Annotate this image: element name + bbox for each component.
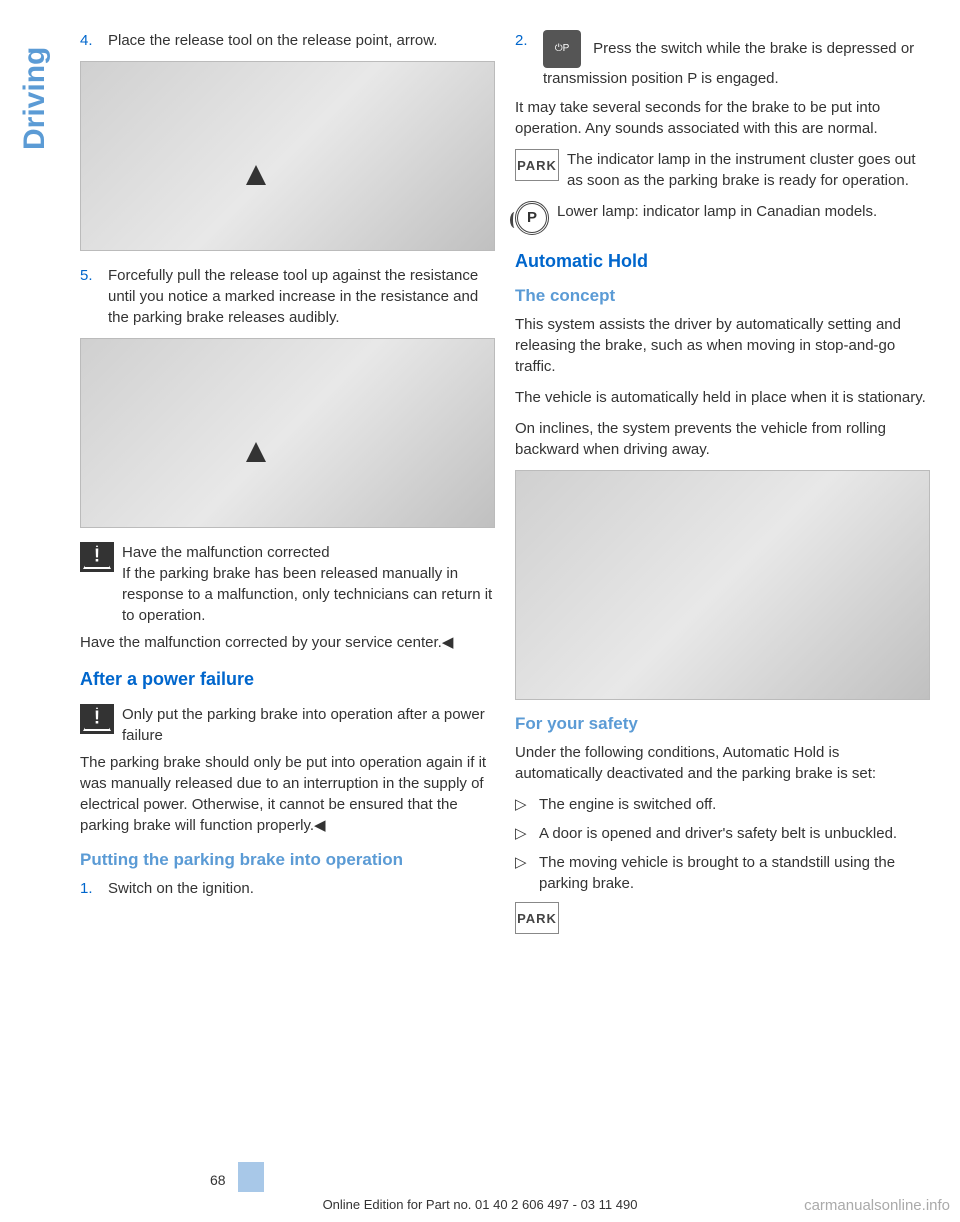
page-footer: 68 Online Edition for Part no. 01 40 2 6…	[0, 1162, 960, 1222]
step-2-body: Press the switch while the brake is depr…	[543, 40, 914, 87]
figure-release-pull	[80, 338, 495, 528]
step-text: Switch on the ignition.	[108, 878, 495, 899]
figure-release-point	[80, 61, 495, 251]
side-tab-label: Driving	[18, 47, 52, 150]
step-2: 2. ⏻P Press the switch while the brake i…	[515, 30, 930, 89]
bullet-icon: ▷	[515, 823, 539, 844]
heading-the-concept: The concept	[515, 286, 930, 306]
warning-title: Only put the parking brake into operatio…	[122, 704, 495, 746]
step-text: Forcefully pull the release tool up agai…	[108, 265, 495, 328]
list-item: ▷A door is opened and driver's safety be…	[515, 823, 930, 844]
step-number: 1.	[80, 878, 108, 899]
step-number: 4.	[80, 30, 108, 51]
warning-body: If the parking brake has been released m…	[122, 565, 492, 624]
left-column: 4. Place the release tool on the release…	[80, 30, 495, 1222]
warning-icon	[80, 704, 114, 734]
heading-for-your-safety: For your safety	[515, 714, 930, 734]
right-column: 2. ⏻P Press the switch while the brake i…	[515, 30, 930, 1222]
paragraph: The vehicle is automatically held in pla…	[515, 387, 930, 408]
warning-power-failure: Only put the parking brake into operatio…	[80, 704, 495, 746]
indicator-park-row: PARK The indicator lamp in the instrumen…	[515, 149, 930, 191]
paragraph: Have the malfunction corrected by your s…	[80, 632, 495, 653]
paragraph: This system assists the driver by automa…	[515, 314, 930, 377]
step-4: 4. Place the release tool on the release…	[80, 30, 495, 51]
content-columns: 4. Place the release tool on the release…	[60, 0, 960, 1222]
step-number: 2.	[515, 30, 543, 89]
warning-text: Have the malfunction corrected If the pa…	[122, 542, 495, 626]
figure-center-console	[515, 470, 930, 700]
page-number-highlight	[238, 1162, 264, 1192]
page-container: Driving 4. Place the release tool on the…	[0, 0, 960, 1222]
bullet-text: The moving vehicle is brought to a stand…	[539, 852, 930, 894]
heading-putting-brake: Putting the parking brake into operation	[80, 850, 495, 870]
heading-after-power-failure: After a power failure	[80, 669, 495, 690]
indicator-text: Lower lamp: indicator lamp in Canadian m…	[557, 201, 930, 235]
side-tab: Driving	[0, 0, 60, 1222]
warning-icon	[80, 542, 114, 572]
bullet-text: The engine is switched off.	[539, 794, 716, 815]
switch-icon: ⏻P	[543, 30, 581, 68]
paragraph: It may take several seconds for the brak…	[515, 97, 930, 139]
list-item: ▷The moving vehicle is brought to a stan…	[515, 852, 930, 894]
step-number: 5.	[80, 265, 108, 328]
step-5: 5. Forcefully pull the release tool up a…	[80, 265, 495, 328]
park-indicator-icon: PARK	[515, 149, 559, 181]
bullet-icon: ▷	[515, 852, 539, 894]
bullet-text: A door is opened and driver's safety bel…	[539, 823, 897, 844]
step-1: 1. Switch on the ignition.	[80, 878, 495, 899]
paragraph: The parking brake should only be put int…	[80, 752, 495, 836]
footer-edition: Online Edition for Part no. 01 40 2 606 …	[323, 1197, 638, 1212]
heading-automatic-hold: Automatic Hold	[515, 251, 930, 272]
warning-malfunction: Have the malfunction corrected If the pa…	[80, 542, 495, 626]
list-item: ▷The engine is switched off.	[515, 794, 930, 815]
watermark: carmanualsonline.info	[804, 1197, 950, 1214]
indicator-canadian-row: Lower lamp: indicator lamp in Canadian m…	[515, 201, 930, 235]
indicator-text: The indicator lamp in the instrument clu…	[567, 149, 930, 191]
step-text: ⏻P Press the switch while the brake is d…	[543, 30, 930, 89]
paragraph: On inclines, the system prevents the veh…	[515, 418, 930, 460]
warning-title: Have the malfunction corrected	[122, 544, 330, 561]
bullet-icon: ▷	[515, 794, 539, 815]
safety-bullet-list: ▷The engine is switched off. ▷A door is …	[515, 794, 930, 894]
page-number: 68	[210, 1172, 226, 1188]
step-text: Place the release tool on the release po…	[108, 30, 495, 51]
park-indicator-icon: PARK	[515, 902, 559, 934]
parking-circle-icon	[515, 201, 549, 235]
paragraph: Under the following conditions, Automati…	[515, 742, 930, 784]
